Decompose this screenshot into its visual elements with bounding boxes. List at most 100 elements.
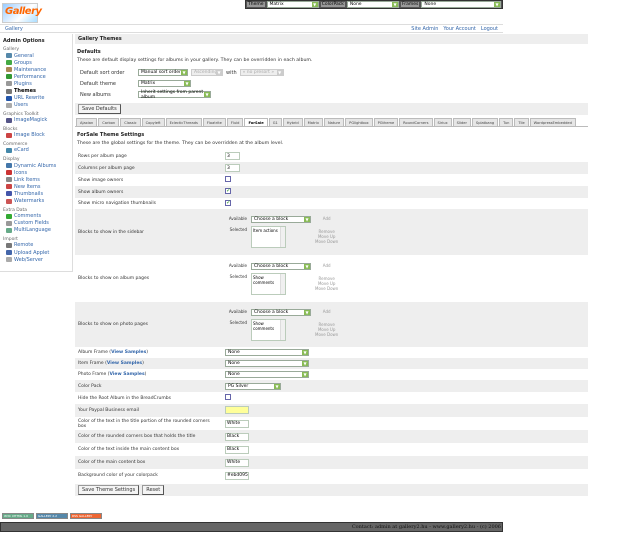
- content-text-color-input[interactable]: Black: [225, 445, 249, 454]
- view-samples-link[interactable]: View Samples: [109, 372, 145, 377]
- tab-classic[interactable]: Classic: [120, 118, 141, 126]
- remove-link[interactable]: Remove: [318, 321, 335, 327]
- move-down-link[interactable]: Move Down: [315, 239, 339, 244]
- available-block-select[interactable]: Choose a block ▼: [251, 262, 311, 270]
- save-defaults-button[interactable]: Save Defaults: [78, 104, 121, 114]
- badge-0[interactable]: W3C XHTML 1.0: [2, 513, 34, 519]
- remove-link[interactable]: Remove: [318, 229, 335, 234]
- tab-copyleft[interactable]: Copyleft: [141, 118, 165, 126]
- sidebar-item-web-server[interactable]: Web/Server: [3, 256, 69, 263]
- tab-splatbang[interactable]: Splatbang: [471, 118, 499, 126]
- tab-nature[interactable]: Nature: [323, 118, 345, 126]
- tab-siriux[interactable]: Siriux: [433, 118, 452, 126]
- sort-order-select[interactable]: Manual sort order ▼: [138, 69, 188, 76]
- sidebar-item-multilanguage[interactable]: MultiLanguage: [3, 227, 69, 234]
- sidebar-item-users[interactable]: Users: [3, 102, 69, 109]
- tab-wordpressembedded[interactable]: WordpressEmbedded: [529, 118, 576, 126]
- theme-select[interactable]: Matrix ▼: [266, 1, 319, 8]
- hide-root-checkbox[interactable]: [225, 394, 231, 400]
- selected-blocks-list[interactable]: Show comments: [251, 318, 286, 341]
- add-block-link[interactable]: Add: [322, 216, 331, 221]
- sidebar-item-maintenance[interactable]: Maintenance: [3, 66, 69, 73]
- content-box-color-input[interactable]: White: [225, 458, 249, 467]
- selected-blocks-list[interactable]: Item actions: [251, 226, 286, 248]
- move-up-link[interactable]: Move Up: [317, 280, 336, 286]
- color-pack-select[interactable]: PG Silver ▼: [225, 382, 281, 390]
- tab-forsale[interactable]: ForSale: [244, 118, 268, 126]
- sidebar-item-icons[interactable]: Icons: [3, 169, 69, 176]
- badge-2[interactable]: RSS GALLERY: [70, 513, 102, 519]
- gallery-logo[interactable]: Gallery: [2, 3, 42, 23]
- rounded-box-color-input[interactable]: Black: [225, 432, 249, 441]
- sidebar-item-ecard[interactable]: eCard: [3, 147, 69, 154]
- new-albums-select[interactable]: Inherit settings from parent album ▼: [138, 90, 211, 100]
- sidebar-item-url-rewrite[interactable]: URL Rewrite: [3, 95, 69, 102]
- tab-g1[interactable]: G1: [268, 118, 282, 126]
- sidebar-item-new-items[interactable]: New Items: [3, 183, 69, 190]
- item-frame-select[interactable]: None ▼: [225, 360, 309, 367]
- sidebar-item-performance[interactable]: Performance: [3, 73, 69, 80]
- move-down-link[interactable]: Move Down: [315, 331, 339, 337]
- sidebar-item-remote[interactable]: Remote: [3, 242, 69, 249]
- show-micro-nav-checkbox[interactable]: [225, 199, 231, 206]
- move-up-link[interactable]: Move Up: [317, 234, 336, 239]
- reset-button[interactable]: Reset: [142, 485, 165, 495]
- show-album-owners-checkbox[interactable]: [225, 187, 231, 194]
- save-theme-settings-button[interactable]: Save Theme Settings: [78, 485, 140, 495]
- title-text-color-input[interactable]: White: [225, 419, 249, 428]
- colorpack-select[interactable]: None ▼: [346, 1, 400, 8]
- album-frame-select[interactable]: None ▼: [225, 349, 309, 356]
- tab-hybrid[interactable]: Hybrid: [282, 118, 303, 126]
- sidebar-item-themes[interactable]: Themes: [3, 87, 69, 94]
- add-block-link[interactable]: Add: [322, 262, 331, 268]
- tab-pglightbox[interactable]: PGlightbox: [345, 118, 373, 126]
- default-theme-select[interactable]: Matrix ▼: [138, 80, 191, 87]
- tab-ajaxian[interactable]: Ajaxian: [76, 118, 98, 126]
- sidebar-item-general[interactable]: General: [3, 52, 69, 59]
- sidebar-item-imagemagick[interactable]: ImageMagick: [3, 117, 69, 124]
- tab-carbon[interactable]: Carbon: [98, 118, 120, 126]
- sidebar-item-image-block[interactable]: Image Block: [3, 132, 69, 139]
- presort-select[interactable]: « no presort » ▼: [239, 69, 284, 76]
- tab-eclecticthreads[interactable]: EclecticThreads: [165, 118, 202, 126]
- sidebar-item-plugins[interactable]: Plugins: [3, 80, 69, 87]
- badge-1[interactable]: GALLERY 2.2: [36, 513, 68, 519]
- view-samples-link[interactable]: View Samples: [106, 361, 143, 366]
- tab-tun[interactable]: Tun: [499, 118, 514, 126]
- rows-per-page-input[interactable]: 3: [225, 152, 240, 160]
- tab-tile[interactable]: Tile: [514, 118, 529, 126]
- cols-per-page-input[interactable]: 3: [225, 164, 240, 172]
- sidebar-item-watermarks[interactable]: Watermarks: [3, 198, 69, 205]
- tab-fluid[interactable]: Fluid: [226, 118, 244, 126]
- move-down-link[interactable]: Move Down: [315, 285, 339, 291]
- tab-matrix[interactable]: Matrix: [303, 118, 323, 126]
- sidebar-item-thumbnails[interactable]: Thumbnails: [3, 190, 69, 197]
- sidebar-item-link-items[interactable]: Link Items: [3, 176, 69, 183]
- paypal-email-input[interactable]: [225, 405, 249, 414]
- remove-link[interactable]: Remove: [318, 275, 335, 281]
- tab-floatrite[interactable]: Floatrite: [202, 118, 226, 126]
- nav-link-logout[interactable]: Logout: [480, 25, 498, 32]
- nav-link-your-account[interactable]: Your Account: [443, 25, 476, 32]
- available-block-select[interactable]: Choose a block ▼: [251, 308, 311, 316]
- tab-roundcorners[interactable]: RoundCorners: [399, 118, 433, 126]
- sidebar-item-dynamic-albums[interactable]: Dynamic Albums: [3, 162, 69, 169]
- sidebar-item-comments[interactable]: Comments: [3, 213, 69, 220]
- sidebar-item-custom-fields[interactable]: Custom Fields: [3, 220, 69, 227]
- sidebar-item-upload-applet[interactable]: Upload Applet: [3, 249, 69, 256]
- breadcrumb-gallery[interactable]: Gallery: [5, 25, 23, 32]
- move-up-link[interactable]: Move Up: [317, 326, 336, 332]
- sort-direction-select[interactable]: Ascending ▼: [191, 69, 223, 76]
- selected-blocks-list[interactable]: Show comments: [251, 272, 286, 295]
- available-block-select[interactable]: Choose a block ▼: [251, 216, 311, 223]
- add-block-link[interactable]: Add: [322, 308, 331, 314]
- view-samples-link[interactable]: View Samples: [111, 350, 147, 355]
- nav-link-site-admin[interactable]: Site Admin: [411, 25, 439, 32]
- tab-pgtheme[interactable]: PGtheme: [373, 118, 399, 126]
- frames-select[interactable]: None ▼: [421, 1, 501, 8]
- show-image-owners-checkbox[interactable]: [225, 176, 231, 182]
- sidebar-item-groups[interactable]: Groups: [3, 59, 69, 66]
- bg-color-input[interactable]: #ebd095: [225, 471, 249, 480]
- tab-slider[interactable]: Slider: [452, 118, 471, 126]
- photo-frame-select[interactable]: None ▼: [225, 371, 309, 378]
